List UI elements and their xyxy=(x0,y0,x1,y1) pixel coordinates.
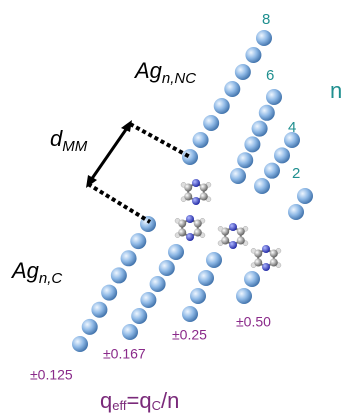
silver-atom xyxy=(230,168,246,184)
distance-arrow xyxy=(91,128,127,180)
carbon-atom xyxy=(221,237,229,245)
carbon-atom xyxy=(184,184,192,192)
label-base: Ag xyxy=(10,258,40,283)
silver-atom xyxy=(91,302,107,318)
silver-atom xyxy=(168,244,184,260)
charge-label: ±0.25 xyxy=(172,327,207,343)
carbon-atom xyxy=(254,250,262,258)
nitrogen-atom xyxy=(186,215,194,223)
nitrogen-atom xyxy=(192,197,200,205)
carbon-atom xyxy=(270,250,278,258)
carbon-atom xyxy=(194,229,202,237)
silver-atom xyxy=(297,188,313,204)
silver-atom xyxy=(122,324,138,340)
carbon-atom xyxy=(184,193,192,201)
silver-atom xyxy=(264,163,280,179)
silver-atom xyxy=(288,204,304,220)
formula-part: =q xyxy=(126,388,151,413)
carbon-atom xyxy=(237,237,245,245)
carbon-atom xyxy=(237,228,245,236)
carbon-atom xyxy=(200,184,208,192)
formula-part: C xyxy=(152,398,161,413)
label-base: d xyxy=(50,126,63,151)
silver-atom xyxy=(111,267,127,283)
nitrogen-atom xyxy=(186,233,194,241)
arrow-head xyxy=(121,120,132,132)
silver-atom xyxy=(203,115,219,131)
chain-label: 8 xyxy=(262,11,270,28)
label-base: Ag xyxy=(133,58,163,83)
label-sub: n,C xyxy=(39,270,63,287)
silver-atom xyxy=(244,271,260,287)
carbon-atom xyxy=(200,193,208,201)
silver-atom xyxy=(266,89,282,105)
silver-atom xyxy=(206,252,222,268)
silver-atom xyxy=(130,233,146,249)
formula-part: /n xyxy=(161,388,179,413)
dashed-line xyxy=(130,124,190,157)
carbon-atom xyxy=(221,228,229,236)
ag-c-label: Agn,C xyxy=(10,258,62,287)
silver-atom xyxy=(235,64,251,80)
nitrogen-atom xyxy=(262,263,270,271)
carbon-atom xyxy=(178,229,186,237)
label-sub: n,NC xyxy=(162,70,196,87)
silver-atom xyxy=(236,288,252,304)
nitrogen-atom xyxy=(229,241,237,249)
silver-atom xyxy=(254,178,270,194)
silver-atom xyxy=(101,285,117,301)
carbon-atom xyxy=(254,259,262,267)
silver-atom xyxy=(190,288,206,304)
silver-atom xyxy=(237,152,253,168)
carbon-atom xyxy=(270,259,278,267)
label-sub: MM xyxy=(62,138,87,155)
nitrogen-atom xyxy=(262,245,270,253)
silver-atom xyxy=(182,306,198,322)
silver-atom xyxy=(244,136,260,152)
formula-part: q xyxy=(100,388,112,413)
chain-label: 4 xyxy=(288,119,296,136)
chain-label: 2 xyxy=(292,165,300,182)
silver-atom xyxy=(159,260,175,276)
chain-label: 6 xyxy=(266,67,274,84)
silver-atom xyxy=(121,250,137,266)
carbon-atom xyxy=(178,220,186,228)
charge-label: ±0.125 xyxy=(30,367,73,383)
silver-atom xyxy=(131,308,147,324)
silver-atom xyxy=(259,105,275,121)
figure: Agn,NC dMM Agn,C 8 6 4 2 n ±0.125 ±0.167… xyxy=(0,0,347,416)
dashed-line xyxy=(88,184,150,222)
charge-label: ±0.50 xyxy=(236,314,271,330)
silver-atom xyxy=(245,47,261,63)
silver-atom xyxy=(72,336,88,352)
silver-atom xyxy=(214,98,230,114)
formula: qeff=qC/n xyxy=(100,388,179,414)
charge-label: ±0.167 xyxy=(103,346,146,362)
silver-atom xyxy=(224,81,240,97)
silver-atom xyxy=(256,30,272,46)
silver-atom xyxy=(252,121,268,137)
silver-atom xyxy=(193,132,209,148)
silver-atom xyxy=(150,276,166,292)
d-mm-label: dMM xyxy=(50,126,88,155)
silver-atom xyxy=(198,270,214,286)
silver-atom xyxy=(274,147,290,163)
silver-atom xyxy=(82,319,98,335)
arrow-head xyxy=(86,175,97,188)
ag-nc-label: Agn,NC xyxy=(133,58,196,87)
n-label: n xyxy=(330,78,342,103)
formula-part: eff xyxy=(112,398,127,413)
nitrogen-atom xyxy=(192,179,200,187)
nitrogen-atom xyxy=(229,223,237,231)
carbon-atom xyxy=(194,220,202,228)
silver-atom xyxy=(140,292,156,308)
